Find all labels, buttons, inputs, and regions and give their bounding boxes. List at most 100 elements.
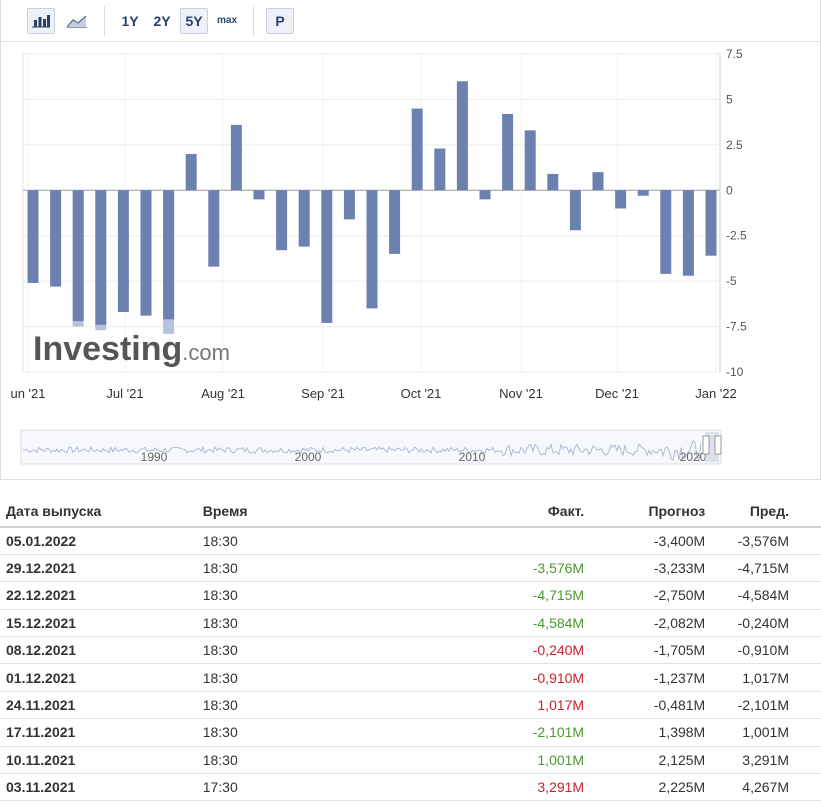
header-date[interactable]: Дата выпуска: [0, 495, 197, 528]
header-time[interactable]: Время: [196, 495, 384, 528]
y-tick-label: 5: [726, 92, 733, 106]
cell-previous: -0,910M: [711, 636, 821, 665]
bar[interactable]: [298, 190, 310, 247]
cell-forecast: 2,225M: [590, 773, 712, 802]
bar[interactable]: [456, 81, 468, 191]
bar[interactable]: [637, 190, 649, 196]
bar[interactable]: [660, 190, 672, 274]
cell-actual: 3,291M: [383, 773, 591, 802]
cell-forecast: -2,750M: [590, 581, 712, 610]
navigator-year-label: 2010: [459, 450, 486, 464]
bar[interactable]: [615, 190, 627, 209]
y-tick-label: -5: [726, 274, 737, 288]
investing-logo: Investing.com: [33, 330, 230, 368]
bar[interactable]: [547, 173, 559, 191]
cell-forecast: -3,233M: [590, 554, 712, 583]
x-tick-label: Aug '21: [201, 386, 245, 401]
area-chart-button[interactable]: [63, 8, 91, 34]
range-5y-button[interactable]: 5Y: [180, 8, 208, 34]
cell-time: 18:30: [196, 609, 384, 638]
navigator-frame: [20, 429, 722, 465]
bar[interactable]: [705, 190, 717, 256]
cell-actual: -3,576M: [383, 554, 591, 583]
cell-previous: -3,576M: [711, 527, 821, 555]
table-row: 22.12.2021 18:30 -4,715M -2,750M -4,584M: [0, 581, 821, 610]
bar[interactable]: [163, 190, 175, 320]
navigator-left-handle[interactable]: [702, 435, 710, 455]
logo-text: Investing.com: [33, 330, 230, 368]
cell-actual: [383, 527, 591, 555]
events-table: Дата выпуска Время Факт. Прогноз Пред. 0…: [0, 495, 821, 802]
cell-time: 18:30: [196, 581, 384, 610]
cell-previous: 3,291M: [711, 746, 821, 775]
x-tick-label: Oct '21: [401, 386, 442, 401]
bar[interactable]: [27, 190, 39, 283]
cell-previous: -0,240M: [711, 609, 821, 638]
y-tick-label: -10: [726, 365, 744, 379]
bar[interactable]: [479, 190, 491, 200]
bar[interactable]: [411, 108, 423, 191]
cell-forecast: -2,082M: [590, 609, 712, 638]
table-row: 24.11.2021 18:30 1,017M -0,481M -2,101M: [0, 691, 821, 720]
bar[interactable]: [682, 190, 694, 276]
bar[interactable]: [230, 124, 242, 191]
p-button[interactable]: P: [266, 8, 294, 34]
range-1y-button[interactable]: 1Y: [121, 13, 139, 29]
cell-previous: -2,101M: [711, 691, 821, 720]
bar[interactable]: [208, 190, 220, 267]
bar[interactable]: [117, 190, 129, 313]
bar[interactable]: [72, 190, 84, 322]
bar[interactable]: [253, 190, 265, 200]
bar[interactable]: [366, 190, 378, 309]
cell-actual: -4,584M: [383, 609, 591, 638]
cell-date: 17.11.2021: [0, 718, 197, 747]
cell-time: 18:30: [196, 691, 384, 720]
area-chart-icon: [66, 15, 87, 28]
range-max-button[interactable]: max: [216, 15, 237, 26]
bar[interactable]: [95, 190, 107, 325]
bar[interactable]: [140, 190, 152, 316]
x-tick-label: Nov '21: [499, 386, 543, 401]
toolbar-divider: [104, 6, 105, 36]
cell-date: 05.01.2022: [0, 527, 197, 555]
cell-previous: 4,267M: [711, 773, 821, 802]
cell-date: 22.12.2021: [0, 581, 197, 610]
navigator-year-label: 2020: [680, 450, 707, 464]
bar[interactable]: [592, 172, 604, 191]
cell-actual: -2,101M: [383, 718, 591, 747]
cell-time: 17:30: [196, 773, 384, 802]
x-tick-label: Sep '21: [301, 386, 345, 401]
bar[interactable]: [502, 113, 514, 191]
bar[interactable]: [343, 190, 355, 220]
navigator-year-label: 1990: [141, 450, 168, 464]
navigator[interactable]: 1990 2000 2010 2020: [1, 428, 821, 468]
cell-actual: 1,001M: [383, 746, 591, 775]
navigator-right-handle[interactable]: [714, 435, 722, 455]
table-row: 08.12.2021 18:30 -0,240M -1,705M -0,910M: [0, 636, 821, 665]
bar[interactable]: [434, 148, 446, 191]
chart-toolbar: 1Y 2Y 5Y max P: [1, 0, 821, 42]
header-previous[interactable]: Пред.: [711, 495, 821, 528]
x-tick-label: un '21: [10, 386, 45, 401]
cell-time: 18:30: [196, 663, 384, 692]
bar-chart: 7.5 5 2.5 0 -2.5 -5 -7.5 -10 un '21 Jul '21 Aug '…: [10, 47, 747, 401]
bar-chart-icon: [32, 15, 50, 28]
bar[interactable]: [321, 190, 333, 323]
navigator-labels: 1990 2000 2010 2020: [141, 450, 707, 464]
bar[interactable]: [185, 153, 197, 191]
range-2y-button[interactable]: 2Y: [153, 13, 171, 29]
bar[interactable]: [389, 190, 401, 254]
cell-actual: -0,910M: [383, 663, 591, 692]
header-forecast[interactable]: Прогноз: [590, 495, 712, 528]
cell-actual: -4,715M: [383, 581, 591, 610]
bar[interactable]: [276, 190, 288, 251]
x-tick-label: Jan '22: [695, 386, 737, 401]
y-axis-ticks: 7.5 5 2.5 0 -2.5 -5 -7.5 -10: [719, 47, 747, 379]
bar[interactable]: [569, 190, 581, 231]
cell-forecast: 2,125M: [590, 746, 712, 775]
bar-chart-button[interactable]: [27, 8, 55, 34]
header-actual[interactable]: Факт.: [383, 495, 591, 528]
cell-date: 03.11.2021: [0, 773, 197, 802]
bar[interactable]: [50, 190, 62, 287]
bar[interactable]: [524, 130, 536, 191]
